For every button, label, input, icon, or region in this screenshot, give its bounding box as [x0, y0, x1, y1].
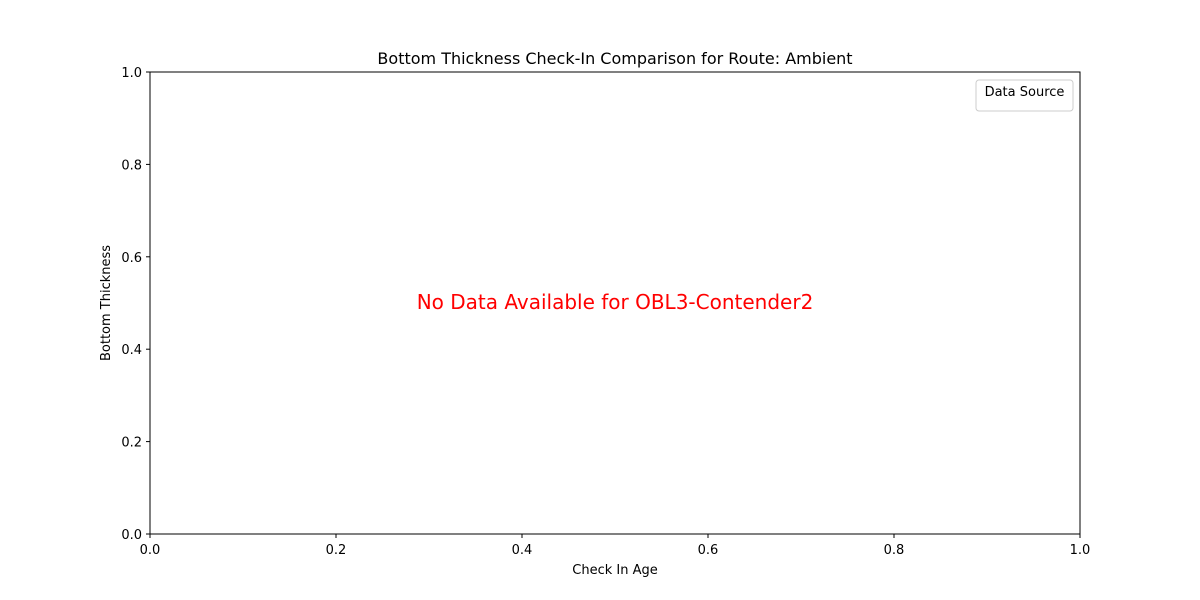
y-tick-label: 0.6: [121, 251, 142, 266]
y-axis: 0.0 0.2 0.4 0.6 0.8 1.0: [121, 66, 150, 543]
y-tick-label: 0.8: [121, 158, 142, 173]
legend: Data Source: [975, 79, 1074, 112]
x-axis: 0.0 0.2 0.4 0.6 0.8 1.0: [140, 534, 1091, 558]
x-axis-label: Check In Age: [572, 563, 657, 578]
x-tick-label: 0.8: [884, 543, 905, 558]
legend-title: Data Source: [985, 85, 1065, 100]
chart-title: Bottom Thickness Check-In Comparison for…: [377, 49, 852, 68]
x-tick-label: 0.4: [512, 543, 533, 558]
no-data-annotation: No Data Available for OBL3-Contender2: [417, 290, 814, 314]
legend-box: [975, 79, 1074, 112]
y-axis-label: Bottom Thickness: [99, 245, 114, 361]
x-tick-label: 0.6: [698, 543, 719, 558]
x-tick-label: 0.2: [326, 543, 347, 558]
x-tick-label: 0.0: [140, 543, 161, 558]
x-tick-label: 1.0: [1070, 543, 1091, 558]
y-tick-label: 0.4: [121, 343, 142, 358]
y-tick-label: 1.0: [121, 66, 142, 81]
y-tick-label: 0.2: [121, 436, 142, 451]
y-tick-label: 0.0: [121, 528, 142, 543]
plot-area: [149, 71, 1081, 535]
